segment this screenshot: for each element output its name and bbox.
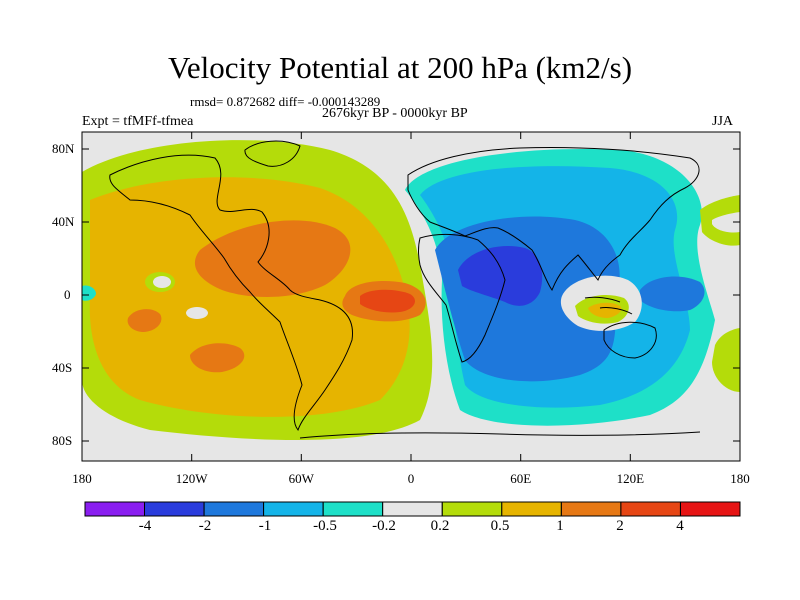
lat-label-40n: 40N: [52, 214, 75, 229]
americas-coastline: [109, 154, 354, 432]
lon-label-0: 0: [407, 471, 415, 486]
lon-label-60e: 60E: [510, 471, 532, 486]
antarctica-coastline: [299, 431, 701, 439]
contour-0.2-east-b: [712, 328, 740, 392]
lon-label-180e: 180: [730, 471, 750, 486]
lon-label-180w: 180: [72, 471, 92, 486]
colorbar-swatch: [680, 501, 741, 517]
near-zero-islet-a: [153, 276, 171, 288]
lat-label-80n: 80N: [52, 141, 75, 156]
colorbar-swatch: [382, 501, 443, 517]
near-zero-east-a: [712, 212, 740, 233]
lon-label-120w: 120W: [175, 471, 208, 486]
maritime-continent-outline: [584, 296, 633, 315]
colorbar-swatch: [501, 501, 562, 517]
lon-label-60w: 60W: [288, 471, 314, 486]
stats-line: rmsd= 0.872682 diff= -0.000143289: [190, 94, 381, 109]
africa-coastline: [418, 233, 506, 363]
colorbar-swatch: [84, 501, 145, 517]
experiment-label: Expt = tfMFf-tfmea: [82, 114, 194, 129]
map-title: Velocity Potential at 200 hPa (km2/s): [167, 50, 633, 85]
eurasia-coastline: [407, 147, 700, 292]
colorbar-swatch: [263, 501, 324, 517]
contour-field: [82, 132, 740, 461]
colorbar-label: 2: [616, 518, 624, 534]
colorbar-swatch: [203, 501, 265, 517]
colorbar-label: 0.5: [490, 518, 510, 534]
colorbar-label: -2: [198, 518, 212, 534]
colorbar-label: 4: [676, 518, 684, 534]
axis-ticks: [82, 132, 740, 461]
colorbar-label: -0.2: [372, 518, 396, 534]
contour-2: [360, 289, 415, 313]
colorbar-label: 0.2: [430, 518, 450, 534]
colorbar-swatch: [620, 501, 681, 517]
colorbar-label: -1: [258, 518, 272, 534]
lat-label-80s: 80S: [52, 433, 73, 448]
colorbar-label: -0.5: [313, 518, 337, 534]
contour-0.5-pocket: [588, 302, 622, 318]
australia-coastline: [603, 321, 657, 359]
lat-label-0: 0: [64, 287, 71, 302]
contour-neg-2: [458, 246, 543, 306]
contour-1-c: [190, 343, 245, 373]
contour-1-d: [127, 309, 162, 332]
lat-label-40s: 40S: [52, 360, 73, 375]
colorbar-swatch: [322, 501, 384, 517]
season-label: JJA: [712, 114, 734, 129]
lon-label-120e: 120E: [616, 471, 645, 486]
near-zero-islet-b: [186, 307, 208, 319]
contour-neg-1-east: [640, 276, 705, 312]
period-line: 2676kyr BP - 0000kyr BP: [322, 106, 468, 121]
greenland-outline: [244, 140, 301, 167]
colorbar-label: 1: [556, 518, 564, 534]
coastlines: [109, 140, 701, 439]
colorbar-label: -4: [138, 518, 152, 534]
contour-neg-0.2-west-edge: [82, 285, 96, 301]
colorbar: [84, 501, 741, 517]
contour-1-a: [194, 220, 351, 297]
colorbar-swatch: [560, 501, 622, 517]
colorbar-swatch: [441, 501, 503, 517]
colorbar-swatch: [144, 501, 205, 517]
